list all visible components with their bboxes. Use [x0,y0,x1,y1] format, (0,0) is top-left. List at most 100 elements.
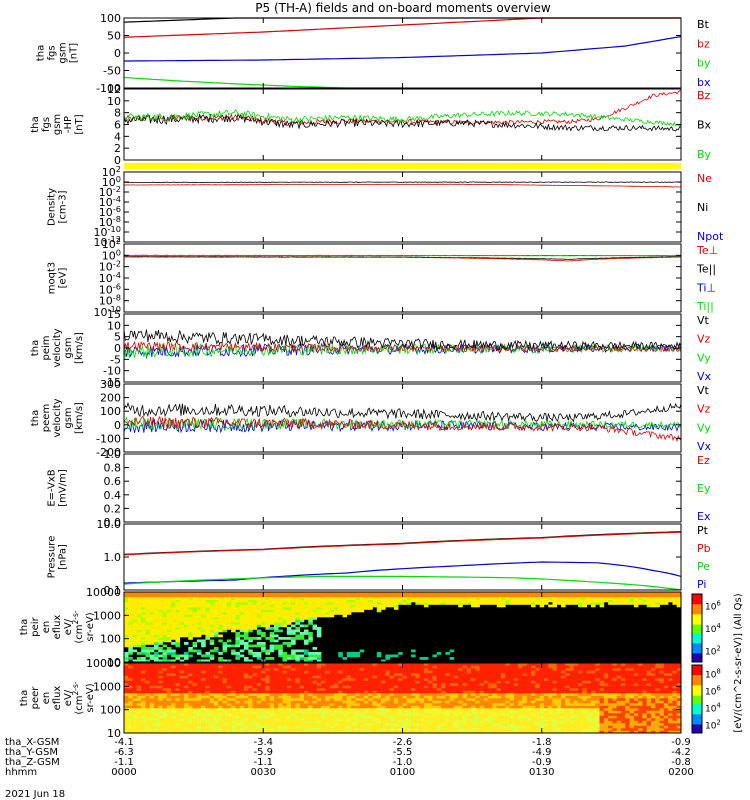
spectrogram-cell [261,693,266,696]
spectrogram-cell [406,690,412,694]
spectrogram-cell [509,710,515,714]
spectrogram-cell [269,649,275,653]
spectrogram-cell [222,723,228,726]
spectrogram-cell [205,718,210,721]
spectrogram-cell [153,659,159,663]
spectrogram-cell [329,688,335,691]
spectrogram-cell [381,703,386,706]
spectrogram-cell [291,725,296,729]
spectrogram-cell [316,627,322,630]
spectrogram-cell [299,617,305,620]
spectrogram-cell [608,594,613,598]
spectrogram-cell [368,703,373,706]
spectrogram-cell [183,713,189,716]
spectrogram-cell [441,695,446,699]
spectrogram-cell [141,705,146,709]
spectrogram-cell [175,617,180,620]
spectrogram-cell [449,700,455,704]
spectrogram-cell [201,617,206,620]
spectrogram-cell [231,649,236,653]
spectrogram-cell [312,718,318,721]
spectrogram-cell [329,680,335,684]
spectrogram-cell [188,715,193,719]
spectrogram-cell [509,730,515,734]
spectrogram-cell [222,592,228,595]
spectrogram-cell [188,675,193,679]
spectrogram-cell [513,680,519,684]
spectrogram-cell [513,675,519,679]
spectrogram-cell [432,683,438,686]
spectrogram-cell [372,705,378,709]
y-tick-label: 0.4 [104,489,122,502]
spectrogram-cell [261,690,266,694]
spectrogram-cell [252,673,258,676]
spectrogram-cell [252,713,258,716]
spectrogram-cell [526,718,532,721]
spectrogram-cell [132,668,138,671]
y-tick-label: 10 [107,656,121,669]
spectrogram-cell [166,703,172,706]
spectrogram-cell [578,668,583,671]
spectrogram-cell [655,604,660,608]
spectrogram-cell [303,715,309,719]
spectrogram-cell [213,680,219,684]
spectrogram-cell [166,680,172,684]
spectrogram-cell [496,678,502,681]
spectrogram-cell [269,617,275,620]
spectrogram-cell [278,693,283,696]
spectrogram-cell [385,680,390,684]
spectrogram-cell [539,695,545,699]
spectrogram-cell [586,594,592,598]
spectrogram-cell [252,670,258,674]
legend-Pe: Pe [697,560,710,573]
spectrogram-cell [295,622,300,625]
spectrogram-cell [462,700,468,704]
spectrogram-cell [132,604,138,608]
spectrogram-cell [483,693,489,696]
spectrogram-cell [393,688,399,691]
spectrogram-cell [222,718,228,721]
spectrogram-cell [171,673,176,676]
spectrogram-cell [231,698,236,701]
spectrogram-cell [124,668,129,671]
spectrogram-cell [492,693,498,696]
spectrogram-cell [183,685,189,689]
spectrogram-cell [171,619,176,623]
spectrogram-cell [398,602,403,605]
spectrogram-cell [432,675,438,679]
spectrogram-cell [509,673,515,676]
spectrogram-cell [385,705,390,709]
spectrogram-cell [535,695,540,699]
spectrogram-cell [338,698,343,701]
spectrogram-cell [419,705,425,709]
spectrogram-cell [124,659,129,663]
spectrogram-cell [196,718,202,721]
spectrogram-cell [338,695,343,699]
spectrogram-cell [505,725,510,729]
spectrogram-cell [196,695,202,699]
spectrogram-cell [402,592,408,595]
spectrogram-cell [346,602,352,605]
spectrogram-cell [282,685,288,689]
spectrogram-cell [273,604,279,608]
spectrogram-cell [462,713,468,716]
spectrogram-cell [342,668,348,671]
spectrogram-cell [213,713,219,716]
spectrogram-cell [428,688,433,691]
spectrogram-cell [535,670,540,674]
spectrogram-cell [299,705,305,709]
spectrogram-cell [269,698,275,701]
spectrogram-cell [351,683,356,686]
spectrogram-cell [471,723,476,726]
spectrogram-cell [531,693,536,696]
spectrogram-cell [608,599,613,603]
spectrogram-cell [441,708,446,711]
spectrogram-cell [436,678,442,681]
spectrogram-cell [158,597,163,600]
spectrogram-cell [136,607,142,610]
spectrogram-cell [445,652,450,655]
spectrogram-cell [513,693,519,696]
spectrogram-cell [398,713,403,716]
spectrogram-cell [128,614,133,618]
spectrogram-cell [149,668,155,671]
